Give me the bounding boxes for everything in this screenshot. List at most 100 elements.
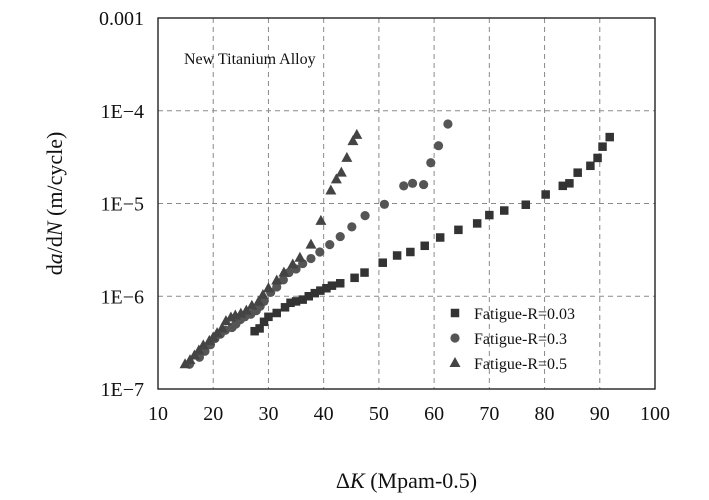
x-tick-label: 70	[479, 403, 499, 425]
y-axis-ticks: 1E−7 1E−6 1E−5 1E−4 0.001	[99, 8, 144, 401]
data-point-triangle	[240, 304, 252, 315]
data-point-square	[565, 179, 574, 188]
data-point-square	[322, 283, 331, 293]
y-axis-title-unit: (m/cycle)	[42, 132, 67, 222]
y-tick-label: 0.001	[99, 8, 144, 30]
data-point-triangle	[351, 128, 363, 139]
data-point-triangle	[347, 135, 359, 146]
data-point-circle	[272, 282, 282, 292]
y-axis-title-var-n: N	[42, 220, 67, 237]
data-point-square	[298, 295, 307, 304]
data-point-triangle	[278, 266, 290, 277]
data-point-square	[485, 210, 494, 220]
x-tick-label: 40	[314, 403, 334, 425]
legend-marker-square	[450, 308, 460, 318]
data-point-circle	[306, 253, 316, 264]
y-axis-title-var-a: a	[42, 253, 67, 264]
data-point-circle	[419, 179, 429, 190]
data-point-square	[586, 161, 595, 171]
legend-item: Fatigue-R=0.03	[450, 306, 575, 323]
data-point-square	[264, 312, 273, 322]
data-point-triangle	[216, 322, 228, 333]
data-point-circle	[360, 211, 370, 221]
y-tick-label: 1E−7	[101, 379, 145, 401]
data-point-triangle	[325, 184, 337, 195]
data-point-square	[327, 281, 337, 290]
data-point-square	[360, 268, 369, 277]
data-point-square	[472, 219, 482, 228]
data-point-square	[378, 258, 388, 267]
data-point-square	[521, 200, 531, 209]
data-point-square	[558, 181, 568, 191]
data-point-square	[350, 273, 359, 283]
data-point-circle	[347, 222, 357, 232]
data-point-circle	[315, 247, 325, 257]
legend-item: Fatigue-R=0.5	[449, 356, 567, 373]
data-point-triangle	[262, 282, 274, 293]
legend-marker-triangle	[449, 357, 461, 367]
x-tick-label: 10	[148, 403, 168, 425]
data-point-circle	[426, 158, 436, 168]
data-point-triangle	[305, 238, 317, 249]
data-point-triangle	[235, 307, 247, 318]
x-axis-title-unit: (Mpam-0.5)	[365, 468, 477, 493]
data-point-square	[499, 206, 509, 215]
data-point-square	[291, 297, 301, 306]
x-axis-ticks: 10 20 30 40 50 60 70 80 90 100	[148, 403, 670, 425]
grid	[158, 18, 655, 389]
data-point-triangle	[271, 274, 283, 285]
legend-item: Fatigue-R=0.3	[450, 331, 567, 348]
series-layer	[179, 119, 614, 369]
y-axis-title: da/dN (m/cycle)	[42, 132, 67, 276]
data-point-circle	[433, 141, 444, 151]
data-point-circle	[325, 240, 335, 250]
y-tick-label: 1E−4	[101, 101, 145, 123]
data-point-square	[316, 286, 325, 295]
x-tick-label: 20	[203, 403, 223, 425]
x-axis-title: ΔK (Mpam-0.5)	[336, 468, 477, 493]
x-axis-title-variable: K	[349, 468, 366, 493]
y-axis-title-prefix: d	[42, 264, 67, 275]
series-square	[250, 132, 614, 336]
plot-area-frame	[157, 17, 656, 390]
chart-annotation: New Titanium Alloy	[184, 51, 316, 68]
x-tick-label: 80	[535, 403, 555, 425]
data-point-square	[259, 317, 269, 327]
y-tick-label: 1E−5	[101, 194, 145, 216]
legend-label: Fatigue-R=0.3	[474, 331, 567, 348]
data-point-triangle	[335, 166, 347, 177]
y-tick-label: 1E−6	[101, 286, 145, 308]
data-point-triangle	[315, 214, 327, 225]
data-point-square	[310, 288, 320, 298]
data-point-square	[255, 324, 264, 333]
data-point-square	[541, 190, 550, 199]
data-point-circle	[335, 231, 345, 242]
data-point-square	[272, 308, 281, 318]
x-tick-label: 100	[640, 403, 670, 425]
data-point-circle	[443, 119, 453, 129]
data-point-square	[454, 225, 463, 235]
x-tick-label: 30	[258, 403, 278, 425]
x-axis-title-symbol: Δ	[336, 468, 350, 493]
data-point-triangle	[253, 295, 265, 306]
data-point-square	[420, 241, 429, 251]
legend-label: Fatigue-R=0.03	[474, 306, 575, 323]
y-axis-title-mid: /d	[42, 236, 67, 253]
data-point-circle	[379, 199, 390, 209]
legend-marker-circle	[450, 333, 460, 343]
data-point-square	[392, 251, 402, 260]
data-point-square	[286, 298, 295, 308]
data-point-triangle	[287, 258, 299, 269]
data-point-square	[406, 247, 415, 257]
data-point-square	[280, 303, 290, 312]
data-point-square	[598, 142, 607, 151]
data-point-square	[250, 326, 259, 336]
x-tick-label: 90	[590, 403, 610, 425]
data-point-square	[435, 233, 445, 242]
data-point-triangle	[294, 251, 306, 262]
data-point-triangle	[341, 151, 353, 162]
data-point-square	[573, 168, 582, 177]
x-tick-label: 60	[424, 403, 444, 425]
series-triangle	[179, 128, 363, 369]
